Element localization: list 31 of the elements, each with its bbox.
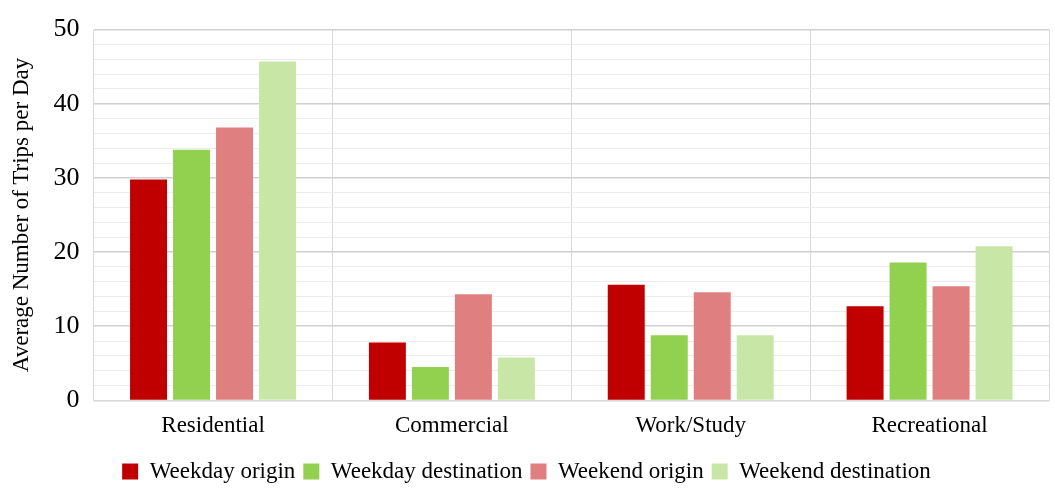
y-tick-label: 10 — [53, 310, 80, 340]
bar — [259, 61, 296, 400]
y-tick-label: 20 — [53, 235, 80, 265]
bar — [130, 179, 168, 400]
legend-label: Weekday origin — [149, 457, 296, 483]
legend-label: Weekday destination — [330, 457, 523, 483]
bar — [411, 367, 449, 400]
y-tick-label: 40 — [53, 87, 80, 117]
y-axis-title: Average Number of Trips per Day — [7, 57, 33, 373]
x-tick-label: Recreational — [871, 412, 988, 438]
bar — [650, 335, 688, 400]
bar — [497, 357, 535, 400]
legend-label: Weekend destination — [739, 457, 932, 483]
bar — [846, 306, 884, 400]
bar — [932, 286, 970, 400]
y-tick-label: 50 — [53, 13, 80, 43]
x-tick-label: Work/Study — [635, 412, 747, 438]
bar — [889, 262, 927, 400]
bar — [368, 342, 406, 400]
x-tick-label: Commercial — [395, 412, 509, 438]
bar — [173, 149, 211, 400]
x-tick-label: Residential — [161, 412, 265, 438]
bar — [216, 127, 254, 400]
legend-label: Weekend origin — [558, 457, 705, 483]
bar — [454, 294, 492, 400]
bar — [975, 246, 1013, 400]
bar — [736, 335, 774, 400]
bar — [693, 292, 731, 400]
y-tick-label: 30 — [53, 161, 80, 191]
bar — [607, 284, 645, 400]
y-tick-label: 0 — [66, 384, 80, 414]
